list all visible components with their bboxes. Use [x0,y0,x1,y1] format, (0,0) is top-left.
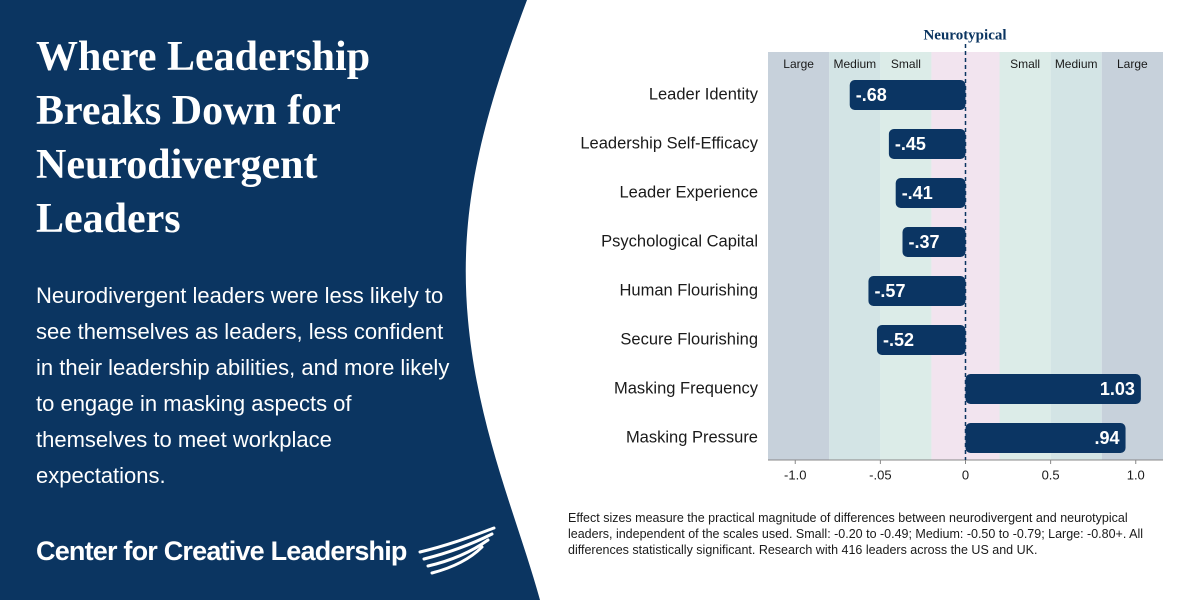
category-label: Leader Experience [619,183,758,201]
bar [965,374,1141,404]
zone-label: Small [891,57,921,71]
bar [888,129,966,159]
value-label: -.57 [874,281,905,301]
category-label: Leadership Self-Efficacy [580,134,758,152]
left-panel [0,0,540,600]
category-label: Human Flourishing [620,281,758,299]
x-tick-label: -1.0 [784,467,806,482]
zone-label: Medium [833,57,876,71]
zone-label: Large [783,57,814,71]
zone-label: Small [1010,57,1040,71]
chart-subtitle: Neurotypical [923,27,1006,43]
category-label: Leader Identity [649,85,759,103]
category-label: Psychological Capital [601,232,758,250]
brand-name: Center for Creative Leadership [36,536,407,566]
bar [895,178,966,208]
description: Neurodivergent leaders were less likely … [36,283,450,488]
bar [849,80,966,110]
value-label: -.68 [856,85,887,105]
effect-zone [768,52,830,460]
x-tick-label: 1.0 [1127,467,1145,482]
value-label: -.52 [883,330,914,350]
zone-label: Large [1117,57,1148,71]
value-label: -.37 [909,232,940,252]
page-title: Where Leadership Breaks Down for Neurodi… [36,34,371,242]
value-label: 1.03 [1100,379,1135,399]
x-tick-label: 0.5 [1042,467,1060,482]
bar [868,276,966,306]
value-label: -.41 [902,183,933,203]
bar [965,423,1126,453]
brand-logo [418,526,496,575]
bar [902,227,966,257]
category-label: Secure Flourishing [620,330,758,348]
x-tick-label: -.05 [869,467,891,482]
x-tick-label: 0 [962,467,969,482]
bar [876,325,966,355]
zone-label: Medium [1055,57,1098,71]
category-label: Masking Frequency [614,379,759,397]
category-label: Masking Pressure [626,428,758,446]
footnote: Effect sizes measure the practical magni… [568,511,1143,557]
effect-zone [829,52,881,460]
value-label: .94 [1095,428,1120,448]
value-label: -.45 [895,134,926,154]
